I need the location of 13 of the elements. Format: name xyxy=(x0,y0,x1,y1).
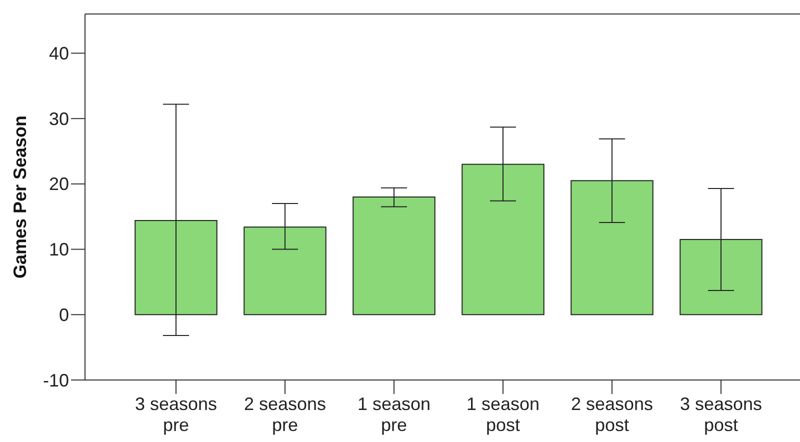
x-tick-label: 1 season pre xyxy=(357,394,431,435)
y-tick-label: 10 xyxy=(48,240,69,260)
y-tick-label: 20 xyxy=(48,174,69,194)
x-tick-label: 3 seasons post xyxy=(680,394,762,435)
y-tick-label: 40 xyxy=(48,44,69,64)
y-tick-label: -10 xyxy=(42,370,69,390)
y-tick-label: 30 xyxy=(48,108,69,129)
x-tick-label: 3 seasons pre xyxy=(134,394,218,435)
y-axis-title: Games Per Season xyxy=(10,115,30,279)
x-tick-label: 2 seasons post xyxy=(570,394,654,435)
y-tick-label: 0 xyxy=(58,304,69,325)
x-tick-label: 1 season post xyxy=(466,394,540,435)
x-tick-label: 2 seasons pre xyxy=(244,394,326,435)
